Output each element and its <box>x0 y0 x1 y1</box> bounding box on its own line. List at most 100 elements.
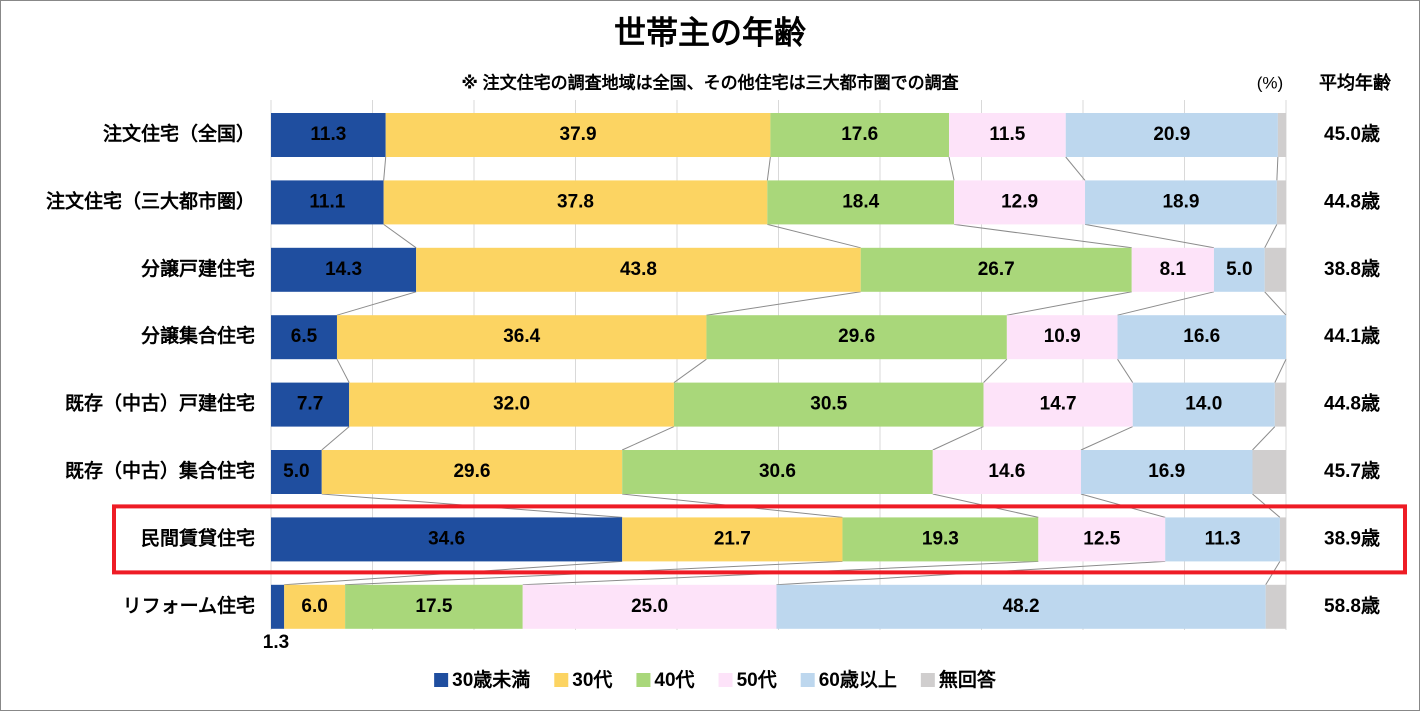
bar-segment <box>622 450 933 494</box>
value-label: 7.7 <box>297 394 323 415</box>
connector-line <box>383 156 387 181</box>
bar-segment <box>1131 247 1214 292</box>
bar-segment <box>271 584 285 629</box>
value-label: 26.7 <box>978 259 1015 280</box>
value-label: 37.9 <box>560 124 597 145</box>
average-header: 平均年齢 <box>1319 72 1392 93</box>
category-label: 注文住宅（全国） <box>103 122 255 145</box>
bar-segment <box>271 247 417 292</box>
value-label: 18.9 <box>1162 191 1199 212</box>
bar-segment <box>271 315 337 360</box>
value-label: 12.5 <box>1083 528 1120 549</box>
bar-segment <box>949 113 1066 157</box>
category-label: 民間賃貸住宅 <box>141 526 255 549</box>
value-label: 11.5 <box>989 124 1025 145</box>
bar-segment <box>1264 247 1286 292</box>
value-label: 16.9 <box>1148 461 1185 482</box>
value-label: 18.4 <box>842 191 879 212</box>
average-label: 38.9歳 <box>1324 527 1380 549</box>
connector-line <box>1264 291 1287 316</box>
bar-segment <box>522 584 777 629</box>
bar-segment <box>349 382 674 427</box>
connector-line <box>766 156 771 181</box>
value-label: 21.7 <box>714 528 751 549</box>
bar-segment <box>770 113 950 157</box>
value-label: 11.3 <box>310 124 346 145</box>
value-label: 5.0 <box>1226 259 1252 280</box>
bar-segment <box>1085 180 1277 225</box>
connector-line <box>767 223 861 249</box>
average-label: 38.8歳 <box>1324 258 1380 280</box>
bar-segment <box>271 450 322 494</box>
bar-segment <box>383 180 768 225</box>
value-label: 11.3 <box>1205 528 1241 549</box>
legend-label: 40代 <box>654 669 694 691</box>
value-label: 14.0 <box>1185 394 1222 415</box>
chart-title: 世帯主の年齢 <box>614 14 806 50</box>
bar-segment <box>345 584 523 629</box>
connector-line <box>383 223 417 249</box>
value-label: 36.4 <box>503 326 540 347</box>
value-label: 30.5 <box>810 394 847 415</box>
bar-segment <box>271 382 350 427</box>
value-label: 19.3 <box>922 528 959 549</box>
category-label: 注文住宅（三大都市圏） <box>46 189 255 212</box>
connector-line <box>1006 291 1132 316</box>
value-label: 14.7 <box>1040 394 1077 415</box>
bar-segment <box>1065 113 1278 157</box>
bar-segment <box>1277 113 1286 157</box>
category-label: 既存（中古）戸建住宅 <box>65 392 255 415</box>
legend-label: 無回答 <box>939 668 997 691</box>
legend-swatch <box>434 673 449 687</box>
value-label: 12.9 <box>1001 191 1038 212</box>
bar-segment <box>1165 517 1280 562</box>
bar-segment <box>1252 450 1286 494</box>
average-label: 44.8歳 <box>1324 393 1380 415</box>
bar-segment <box>284 584 346 629</box>
connector-line <box>1065 156 1086 181</box>
bar-segment <box>1274 382 1286 427</box>
legend-swatch <box>718 673 733 687</box>
bar-segment <box>385 113 771 157</box>
bar-segment <box>622 517 843 562</box>
bar-segment <box>271 113 386 157</box>
value-label: 6.0 <box>301 596 327 617</box>
connector-line <box>1264 224 1278 249</box>
bar-segment <box>767 180 955 225</box>
connector-line <box>336 291 417 316</box>
legend-swatch <box>554 673 569 687</box>
value-label: 34.6 <box>428 528 465 549</box>
value-label: 32.0 <box>493 394 530 415</box>
value-label: 16.6 <box>1183 326 1220 347</box>
value-label: 48.2 <box>1003 596 1040 617</box>
average-label: 58.8歳 <box>1324 595 1380 617</box>
value-label: 17.6 <box>841 124 878 145</box>
value-label: 29.6 <box>838 326 875 347</box>
bar-segment <box>1080 450 1253 494</box>
note: ※ 注文住宅の調査地域は全国、その他住宅は三大都市圏での調査 <box>461 72 959 92</box>
average-label: 44.1歳 <box>1324 325 1380 347</box>
bar-segment <box>321 450 623 494</box>
bar-segment <box>983 382 1133 427</box>
connector-line <box>1274 358 1287 383</box>
bar-segment <box>336 315 707 360</box>
unit: (%) <box>1257 73 1283 92</box>
category-label: リフォーム住宅 <box>123 594 255 617</box>
connector-line <box>1252 426 1276 451</box>
value-label: 43.8 <box>620 259 657 280</box>
value-label: 25.0 <box>631 596 668 617</box>
bars: 11.3 37.9 17.6 11.5 20.9 11.1 37.8 18.4 12.9 18.9… <box>263 113 1286 653</box>
connector-line <box>1084 223 1215 249</box>
legend-label: 30歳未満 <box>452 668 530 691</box>
bar-segment <box>1132 382 1275 427</box>
connector-line <box>954 223 1132 249</box>
value-label: 29.6 <box>453 461 490 482</box>
legend-swatch <box>800 673 815 687</box>
value-label: 8.1 <box>1160 259 1187 280</box>
value-label: 37.8 <box>557 191 594 212</box>
highlight-box <box>112 504 1407 575</box>
value-label: 11.1 <box>309 191 345 212</box>
value-label: 6.5 <box>291 326 318 347</box>
value-label: 14.6 <box>988 461 1025 482</box>
